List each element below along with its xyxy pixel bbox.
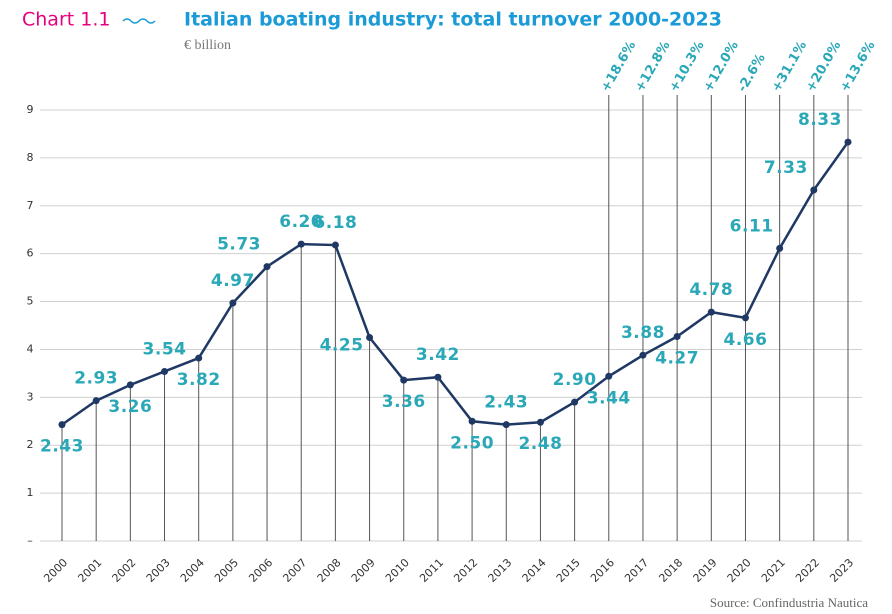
chart-subtitle: € billion	[184, 38, 231, 53]
y-tick-label: 2	[27, 438, 34, 451]
value-label: 3.88	[621, 323, 665, 343]
y-tick-label: 3	[27, 390, 34, 403]
point	[502, 421, 510, 429]
x-tick-label: 2016	[588, 556, 617, 585]
value-label: 2.48	[518, 434, 562, 454]
point	[434, 373, 442, 381]
x-tick-label: 2003	[144, 556, 173, 585]
point	[58, 421, 66, 429]
point	[605, 372, 613, 380]
value-label: 4.78	[689, 280, 733, 300]
point	[331, 241, 339, 249]
point	[639, 351, 647, 359]
value-label: 2.50	[450, 433, 494, 453]
x-tick-label: 2021	[759, 556, 788, 585]
x-tick-label: 2011	[417, 556, 446, 585]
x-tick-label: 2002	[110, 556, 139, 585]
value-label: 3.36	[382, 392, 426, 412]
value-label: 2.43	[484, 393, 528, 413]
x-tick-label: 2018	[656, 556, 685, 585]
point	[673, 333, 681, 341]
y-tick-label: 4	[27, 342, 34, 355]
point	[707, 308, 715, 316]
value-label: 8.33	[798, 110, 842, 130]
point	[468, 417, 476, 425]
point	[195, 354, 203, 362]
point	[92, 397, 100, 405]
value-label: 3.42	[416, 345, 460, 365]
y-tick-label: 6	[27, 247, 34, 260]
y-tick-label: 9	[27, 103, 34, 116]
point	[297, 240, 305, 248]
point	[263, 263, 271, 271]
x-tick-label: 2001	[75, 556, 104, 585]
growth-label: -2.6%	[735, 51, 769, 94]
value-label: 7.33	[764, 158, 808, 178]
y-tick-label: 7	[27, 199, 34, 212]
value-label: 2.43	[40, 437, 84, 457]
value-label: 4.25	[320, 335, 364, 355]
value-label: 4.27	[655, 349, 699, 369]
x-tick-label: 2007	[280, 556, 309, 585]
value-label: 6.18	[313, 213, 357, 233]
x-tick-label: 2015	[554, 556, 583, 585]
point	[844, 138, 852, 146]
x-tick-label: 2020	[725, 556, 754, 585]
x-tick-label: 2022	[793, 556, 822, 585]
source: Source: Confindustria Nautica	[710, 595, 868, 610]
value-label: 3.26	[108, 397, 152, 417]
x-tick-label: 2004	[178, 556, 207, 585]
point	[536, 418, 544, 426]
x-tick-label: 2005	[212, 556, 241, 585]
x-tick-label: 2000	[41, 556, 70, 585]
value-label: 6.20	[279, 212, 323, 232]
y-tick-label: 8	[27, 151, 34, 164]
point	[810, 186, 818, 194]
point	[366, 333, 374, 341]
point	[161, 367, 169, 375]
value-label: 5.73	[217, 235, 261, 255]
x-tick-label: 2012	[451, 556, 480, 585]
y-tick-label: 5	[27, 295, 34, 308]
point	[229, 299, 237, 307]
line	[61, 141, 850, 426]
x-tick-label: 2019	[691, 556, 720, 585]
x-tick-label: 2009	[349, 556, 378, 585]
point	[571, 398, 579, 406]
y-tick-label: 1	[27, 486, 34, 499]
value-label: 2.90	[553, 370, 597, 390]
x-tick-label: 2023	[827, 556, 856, 585]
point	[741, 314, 749, 322]
x-tick-label: 2010	[383, 556, 412, 585]
chart-label: Chart 1.1	[22, 9, 110, 31]
value-label: 4.97	[211, 271, 255, 291]
value-label: 2.93	[74, 369, 118, 389]
point	[126, 381, 134, 389]
chart-title: Italian boating industry: total turnover…	[184, 9, 722, 31]
value-label: 6.11	[730, 216, 774, 236]
value-label: 3.82	[177, 370, 221, 390]
x-tick-label: 2014	[520, 556, 549, 585]
x-tick-label: 2013	[486, 556, 515, 585]
y-tick-label: –	[27, 534, 33, 547]
point	[776, 244, 784, 252]
value-label: 3.44	[587, 388, 631, 408]
x-tick-label: 2006	[246, 556, 275, 585]
x-tick-label: 2008	[315, 556, 344, 585]
point	[400, 376, 408, 384]
value-label: 4.66	[724, 330, 768, 350]
wave-icon	[122, 18, 156, 24]
x-tick-label: 2017	[622, 556, 651, 585]
value-label: 3.54	[143, 339, 187, 359]
